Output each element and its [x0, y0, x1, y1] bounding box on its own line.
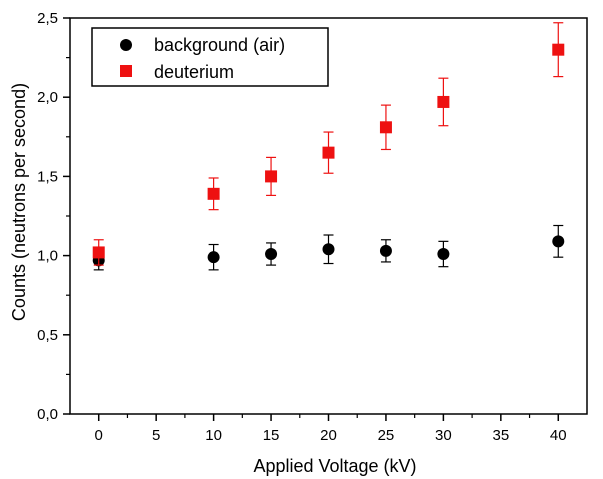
x-tick-label: 30: [435, 427, 452, 444]
x-tick-label: 40: [550, 427, 567, 444]
x-tick-label: 25: [378, 427, 395, 444]
y-tick-label: 2,5: [37, 10, 58, 27]
data-point: [207, 251, 220, 264]
legend-marker-background: [120, 39, 132, 51]
y-tick-label: 0,0: [37, 406, 58, 423]
data-point: [265, 170, 278, 183]
x-tick-label: 0: [95, 427, 103, 444]
y-tick-label: 0,5: [37, 327, 58, 344]
data-point: [552, 235, 565, 248]
data-point: [322, 146, 335, 159]
y-tick-label: 2,0: [37, 89, 58, 106]
x-tick-label: 15: [263, 427, 280, 444]
x-axis-label: Applied Voltage (kV): [253, 456, 416, 476]
data-point: [379, 244, 392, 257]
data-point: [552, 43, 565, 56]
data-marks: [92, 22, 565, 271]
y-tick-label: 1,5: [37, 168, 58, 185]
data-point: [265, 248, 278, 261]
x-tick-label: 35: [492, 427, 509, 444]
data-point: [437, 95, 450, 108]
x-tick-label: 20: [320, 427, 337, 444]
data-point: [322, 243, 335, 256]
x-tick-label: 5: [152, 427, 160, 444]
y-tick-label: 1,0: [37, 248, 58, 265]
legend-box: [91, 27, 329, 87]
ticks: 0 5 10 15 20 25 30 35 40 0,0 0,5 1,0 1,5 2,0 2,5: [37, 10, 566, 444]
data-point: [92, 246, 105, 259]
legend-label-background: background (air): [154, 35, 285, 55]
series-background: [92, 224, 565, 271]
data-point: [207, 187, 220, 200]
legend-marker-deuterium: [120, 65, 132, 77]
legend-label-deuterium: deuterium: [154, 62, 234, 82]
data-point: [379, 121, 392, 134]
data-point: [437, 248, 450, 261]
legend: background (air) deuterium: [91, 27, 329, 87]
y-axis-label: Counts (neutrons per second): [9, 83, 29, 321]
x-tick-label: 10: [205, 427, 222, 444]
series-deuterium: [92, 22, 565, 266]
